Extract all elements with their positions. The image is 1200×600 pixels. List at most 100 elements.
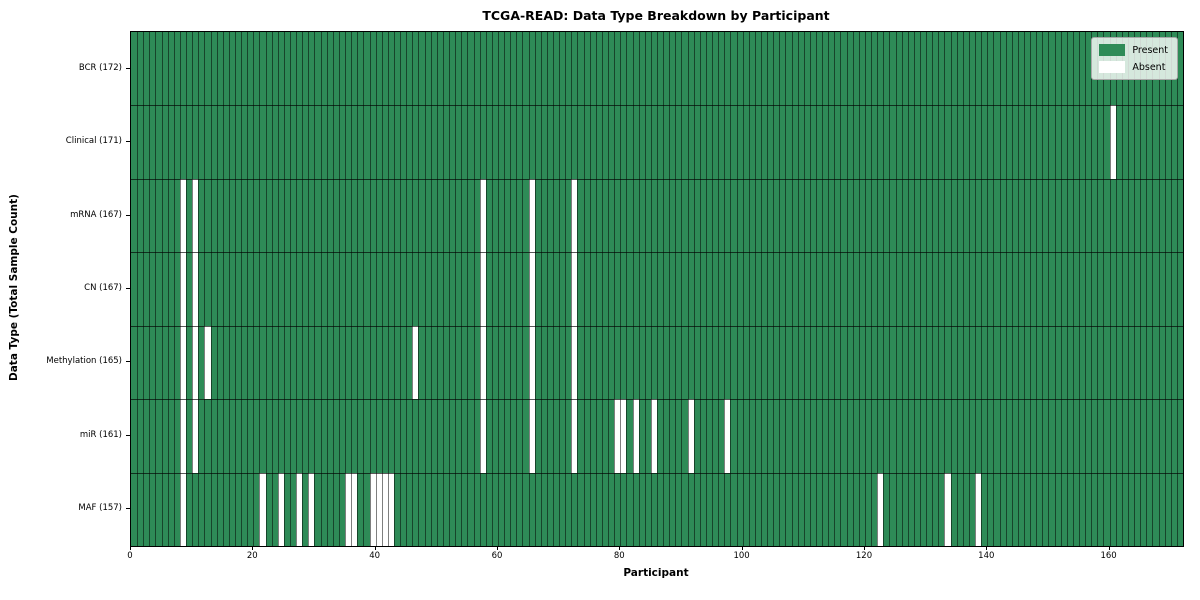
participant-gridline xyxy=(730,32,732,546)
participant-gridline xyxy=(748,32,750,546)
absent-cell xyxy=(345,472,352,546)
absent-cell xyxy=(277,472,284,546)
x-tick-label: 160 xyxy=(1100,551,1117,561)
participant-gridline xyxy=(968,32,970,546)
participant-gridline xyxy=(253,32,255,546)
x-tick-mark xyxy=(130,546,131,550)
chart-title: TCGA-READ: Data Type Breakdown by Partic… xyxy=(482,8,830,23)
participant-gridline xyxy=(1036,32,1038,546)
participant-gridline xyxy=(485,32,487,546)
absent-cell xyxy=(179,399,187,473)
participant-gridline xyxy=(822,32,824,546)
participant-gridline xyxy=(442,32,444,546)
participant-gridline xyxy=(675,32,677,546)
participant-gridline xyxy=(436,32,438,546)
participant-gridline xyxy=(430,32,432,546)
participant-gridline xyxy=(858,32,860,546)
participant-gridline xyxy=(1164,32,1166,546)
absent-cell xyxy=(528,325,535,400)
absent-cell xyxy=(724,399,731,473)
participant-gridline xyxy=(186,32,188,546)
participant-gridline xyxy=(455,32,457,546)
participant-gridline xyxy=(381,32,383,546)
participant-gridline xyxy=(559,32,561,546)
absent-cell xyxy=(528,399,535,473)
x-tick-label: 40 xyxy=(369,551,381,561)
participant-gridline xyxy=(290,32,292,546)
participant-gridline xyxy=(375,32,377,546)
participant-gridline xyxy=(1170,32,1172,546)
absent-cell xyxy=(632,399,639,473)
absent-cell xyxy=(192,178,199,253)
participant-gridline xyxy=(920,32,921,546)
participant-gridline xyxy=(1134,32,1136,546)
y-tick-mark xyxy=(126,288,130,289)
participant-gridline xyxy=(222,32,224,546)
x-tick-label: 60 xyxy=(491,551,503,561)
participant-gridline xyxy=(773,32,775,546)
absent-cell xyxy=(479,399,486,473)
participant-gridline xyxy=(999,32,1001,546)
participant-gridline xyxy=(1023,32,1025,546)
participant-gridline xyxy=(161,32,163,546)
row-divider xyxy=(131,325,1183,327)
absent-cell xyxy=(877,472,884,546)
participant-gridline xyxy=(534,32,536,546)
participant-gridline xyxy=(387,32,389,546)
y-tick-label: Clinical (171) xyxy=(65,136,122,147)
absent-cell xyxy=(975,472,982,546)
participant-gridline xyxy=(895,32,897,546)
absent-cell xyxy=(179,472,187,546)
row-divider xyxy=(131,399,1183,401)
participant-gridline xyxy=(302,32,304,546)
participant-gridline xyxy=(320,32,322,546)
absent-cell xyxy=(571,399,578,473)
participant-gridline xyxy=(907,32,909,546)
absent-cell xyxy=(179,325,187,400)
participant-gridline xyxy=(987,32,989,546)
y-tick-label: MAF (157) xyxy=(78,503,122,514)
participant-gridline xyxy=(614,32,616,546)
absent-cell xyxy=(571,252,578,326)
participant-gridline xyxy=(736,32,738,546)
participant-gridline xyxy=(1103,32,1105,546)
participant-gridline xyxy=(809,32,811,546)
heatmap-plot-area: Present Absent xyxy=(130,31,1184,547)
present-swatch xyxy=(1099,44,1126,56)
participant-gridline xyxy=(608,32,610,546)
absent-cell xyxy=(620,399,627,473)
participant-gridline xyxy=(424,32,426,546)
participant-gridline xyxy=(595,32,597,546)
participant-gridline xyxy=(712,32,714,546)
x-tick-label: 20 xyxy=(246,551,258,561)
participant-gridline xyxy=(718,32,720,546)
absent-swatch xyxy=(1099,61,1126,73)
participant-gridline xyxy=(271,32,273,546)
participant-gridline xyxy=(204,32,206,546)
y-tick-mark xyxy=(126,435,130,436)
y-tick-mark xyxy=(126,141,130,142)
participant-gridline xyxy=(283,32,285,546)
participant-gridline xyxy=(173,32,175,546)
participant-gridline xyxy=(742,32,744,546)
participant-gridline xyxy=(553,32,555,546)
absent-cell xyxy=(369,472,376,546)
participant-gridline xyxy=(1091,32,1093,546)
x-tick-label: 100 xyxy=(733,551,750,561)
participant-gridline xyxy=(1121,32,1123,546)
participant-gridline xyxy=(663,32,665,546)
participant-gridline xyxy=(1005,32,1007,546)
x-tick-mark xyxy=(619,546,620,550)
legend-absent-label: Absent xyxy=(1132,61,1166,73)
participant-gridline xyxy=(981,32,983,546)
absent-cell xyxy=(179,178,187,253)
absent-cell xyxy=(381,472,388,546)
row-divider xyxy=(131,252,1183,254)
legend-entry-present: Present xyxy=(1099,44,1168,56)
participant-gridline xyxy=(1127,32,1129,546)
participant-gridline xyxy=(473,32,475,546)
x-tick-label: 140 xyxy=(978,551,995,561)
participant-gridline xyxy=(760,32,762,546)
participant-gridline xyxy=(510,32,512,546)
participant-gridline xyxy=(864,32,866,546)
